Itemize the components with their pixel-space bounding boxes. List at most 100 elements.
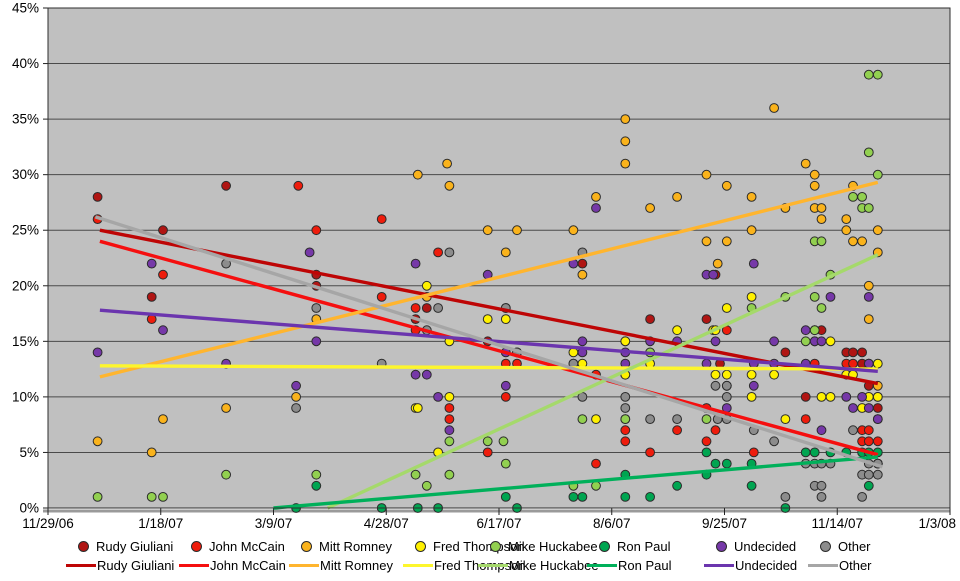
data-point-mitt-romney (444, 180, 455, 191)
data-point-john-mccain (672, 425, 682, 436)
y-axis-label: 35% (12, 112, 39, 127)
data-point-mitt-romney (712, 258, 723, 269)
data-point-mike-huckabee (816, 303, 827, 313)
data-point-undecided (748, 258, 759, 269)
data-point-mitt-romney (620, 136, 631, 147)
data-point-mitt-romney (442, 158, 453, 169)
data-point-ron-paul (568, 492, 579, 502)
data-point-fred-thompson (482, 314, 493, 325)
data-point-mike-huckabee (848, 192, 858, 202)
data-point-mike-huckabee (809, 292, 820, 302)
data-point-john-mccain (376, 292, 387, 302)
data-point-mike-huckabee (809, 325, 820, 336)
legend-trendline-row: Rudy Giuliani John McCain Mitt Romney Fred … (0, 557, 960, 573)
legend-label: Undecided (735, 557, 798, 573)
data-point-mitt-romney (848, 236, 858, 247)
data-point-mike-huckabee (863, 69, 874, 80)
data-point-mike-huckabee (92, 492, 103, 502)
y-axis-label: 10% (12, 389, 39, 404)
data-point-undecided (863, 358, 874, 369)
data-point-other (769, 436, 779, 447)
data-point-mitt-romney (701, 169, 712, 180)
data-point-ron-paul (746, 480, 757, 491)
data-point-john-mccain (701, 436, 712, 447)
data-point-fred-thompson (421, 280, 432, 291)
data-point-mitt-romney (577, 269, 588, 280)
data-point-other (816, 492, 827, 502)
data-point-john-mccain (293, 180, 304, 191)
mike-huckabee-marker-icon (490, 540, 501, 552)
data-point-fred-thompson (872, 392, 883, 402)
data-point-fred-thompson (825, 392, 836, 402)
data-point-mike-huckabee (816, 236, 827, 247)
undecided-marker-icon (716, 540, 727, 552)
data-point-john-mccain (500, 392, 511, 402)
trendline-mitt-romney (99, 180, 879, 379)
data-point-ron-paul (701, 447, 712, 458)
legend-item-ron-paul: Ron Paul (599, 538, 670, 554)
legend-label: Other (839, 557, 872, 573)
x-axis-label: 1/18/07 (138, 516, 183, 531)
data-point-mitt-romney (672, 192, 682, 202)
data-point-john-mccain (444, 403, 455, 413)
data-point-john-mccain (748, 447, 759, 458)
data-point-undecided (421, 369, 432, 380)
data-point-ron-paul (311, 480, 322, 491)
plot-border (47, 7, 951, 509)
data-point-rudy-giuliani (800, 392, 811, 402)
data-point-mitt-romney (412, 169, 423, 180)
data-point-other (863, 469, 874, 480)
data-point-undecided (433, 392, 444, 402)
legend-label: Mitt Romney (319, 538, 392, 554)
data-point-mitt-romney (158, 414, 168, 425)
data-point-mitt-romney (746, 225, 757, 236)
data-point-ron-paul (500, 492, 511, 502)
data-point-fred-thompson (769, 369, 779, 380)
y-axis-label: 5% (19, 445, 39, 460)
plot-svg: 0% 5% 10% 15% 20% 25% 30% 35% 40% 45% 11/29/06 1/18… (12, 1, 956, 532)
data-point-john-mccain (863, 436, 874, 447)
data-point-mike-huckabee (591, 480, 601, 491)
data-point-undecided (291, 380, 302, 391)
data-point-mitt-romney (620, 114, 631, 124)
data-point-undecided (863, 292, 874, 302)
y-axis-label: 25% (12, 223, 39, 238)
data-point-fred-thompson (780, 414, 791, 425)
trendline-john-mccain (99, 239, 879, 457)
x-axis-label: 3/9/07 (255, 516, 293, 531)
legend-label: Fred Thompson (433, 538, 525, 554)
data-point-fred-thompson (412, 403, 423, 413)
data-point-ron-paul (672, 480, 682, 491)
data-point-undecided (841, 392, 852, 402)
y-axis-label: 30% (12, 167, 39, 182)
legend-item-mitt-romney: Mitt Romney (301, 538, 392, 554)
data-point-other (444, 247, 455, 258)
data-point-undecided (800, 325, 811, 336)
data-point-mitt-romney (863, 314, 874, 325)
data-point-rudy-giuliani (780, 347, 791, 358)
data-point-mitt-romney (500, 247, 511, 258)
data-point-ron-paul (577, 492, 588, 502)
data-point-rudy-giuliani (645, 314, 655, 325)
data-point-rudy-giuliani (221, 180, 232, 191)
data-point-mike-huckabee (498, 436, 509, 447)
data-point-mitt-romney (92, 436, 103, 447)
legend-trend-item-mitt-romney: Mitt Romney (289, 557, 393, 573)
data-point-john-mccain (410, 303, 421, 313)
legend-trend-item-other: Other (808, 557, 872, 573)
data-point-other (848, 425, 858, 436)
data-point-mitt-romney (221, 403, 232, 413)
legend-label: Ron Paul (618, 557, 672, 573)
data-point-mitt-romney (816, 214, 827, 225)
legend-label: Undecided (734, 538, 797, 554)
data-point-undecided (769, 336, 779, 347)
data-point-undecided (816, 336, 827, 347)
y-axis-label: 15% (12, 334, 39, 349)
x-axis-label: 9/25/07 (702, 516, 747, 531)
mitt-romney-trendline-icon (289, 563, 319, 567)
data-point-mitt-romney (512, 225, 522, 236)
legend-trend-item-rudy-giuliani: Rudy Giuliani (66, 557, 174, 573)
data-point-undecided (304, 247, 315, 258)
john-mccain-trendline-icon (179, 563, 209, 567)
x-axis-label: 1/3/08 (918, 516, 956, 531)
